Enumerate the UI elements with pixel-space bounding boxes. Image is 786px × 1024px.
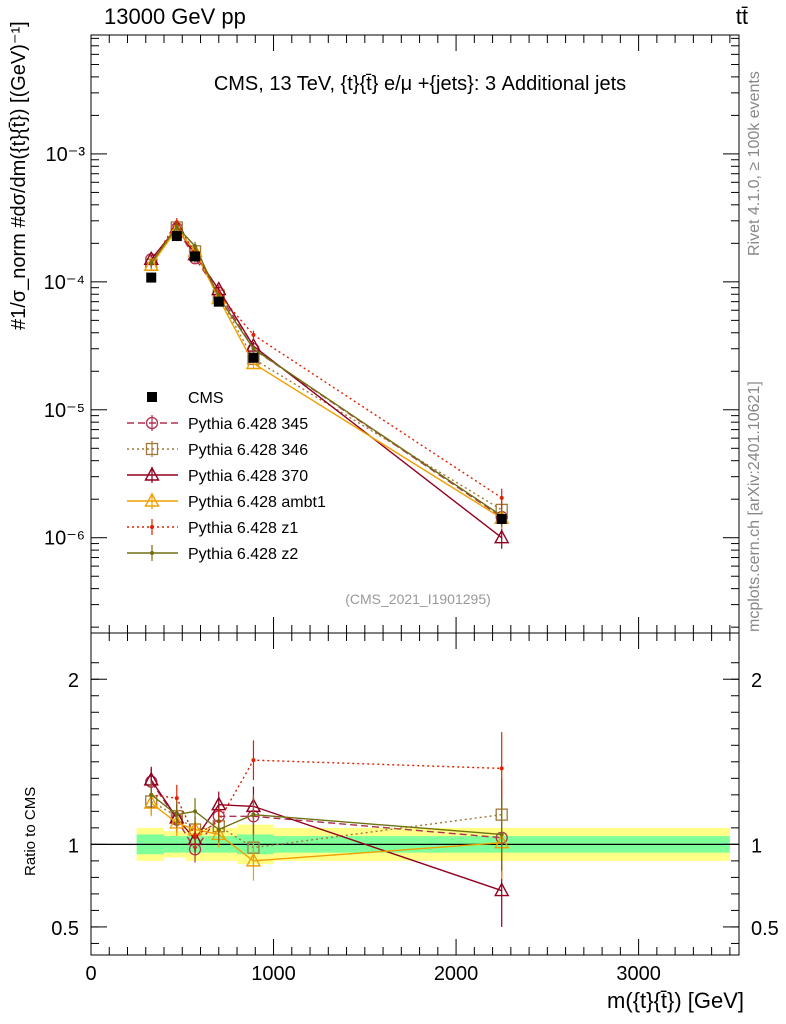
- series-cms: [146, 231, 507, 525]
- x-tick-label: 1000: [251, 963, 296, 985]
- ratio-y-tick-label: 0.5: [51, 918, 79, 940]
- data-point: [149, 261, 154, 266]
- ratio-series-pythia-6-428-z1: [149, 732, 504, 850]
- ratio-data-point: [174, 796, 179, 801]
- x-tick-label: 2000: [434, 963, 479, 985]
- main-plot-border: [90, 34, 740, 634]
- main-y-tick-label: 10⁻⁶: [44, 528, 85, 550]
- legend-marker: [144, 492, 160, 507]
- legend-label: Pythia 6.428 370: [188, 468, 308, 485]
- legend-label: Pythia 6.428 z1: [188, 520, 298, 537]
- ratio-data-point: [143, 794, 159, 809]
- ratio-series-pythia-6-428-z2: [149, 781, 504, 871]
- ratio-data-point: [499, 832, 504, 837]
- legend-marker: [147, 392, 157, 402]
- legend-label: Pythia 6.428 ambt1: [188, 494, 326, 511]
- data-point: [251, 332, 256, 337]
- cms-data-point: [496, 514, 507, 525]
- legend-marker: [150, 551, 154, 555]
- x-tick-label: 0: [85, 963, 96, 985]
- data-point: [494, 529, 510, 544]
- ratio-data-point: [193, 834, 198, 839]
- ratio-series-line: [150, 794, 502, 836]
- ratio-series-line: [150, 781, 502, 851]
- main-y-tick-label: 10⁻⁵: [44, 400, 85, 422]
- header-process-label: 13000 GeV pp: [104, 4, 246, 29]
- legend-label: Pythia 6.428 345: [188, 416, 308, 433]
- series-line: [150, 226, 503, 539]
- ratio-y-tick-label-right: 0.5: [751, 918, 779, 940]
- ratio-plot-frame: 0.5 0.5 1 1 2 2 0 1000 2000 3000: [51, 632, 779, 985]
- legend-label: Pythia 6.428 346: [188, 442, 308, 459]
- ratio-data-point: [499, 766, 504, 771]
- cms-data-point: [248, 352, 259, 363]
- legend-marker: [144, 466, 160, 481]
- data-point: [499, 495, 504, 500]
- ratio-data-point: [245, 852, 262, 867]
- plot-title: CMS, 13 TeV, {t}{t̄} e/μ +{jets}: 3 Addi…: [214, 73, 626, 95]
- ratio-y-tick-label: 1: [68, 835, 79, 857]
- x-axis-label: m({t}{t̄}) [GeV]: [607, 988, 744, 1013]
- series-line: [150, 220, 503, 499]
- legend-label: CMS: [188, 390, 224, 407]
- ratio-data-point: [174, 812, 179, 817]
- data-point: [251, 346, 256, 351]
- ratio-y-tick-label: 2: [68, 670, 79, 692]
- cms-data-point: [213, 296, 224, 307]
- ratio-data-point: [216, 827, 221, 832]
- legend-marker: [145, 442, 159, 456]
- ratio-data-point: [494, 882, 510, 897]
- cms-data-point: [190, 251, 201, 262]
- ratio-data-point: [149, 792, 154, 797]
- ratio-y-tick-label-right: 1: [751, 835, 762, 857]
- main-plot-frame: 10⁻⁶ 10⁻⁵ 10⁻⁴ 10⁻³: [44, 34, 740, 634]
- data-point: [143, 256, 159, 271]
- analysis-id-watermark: (CMS_2021_I1901295): [345, 591, 491, 607]
- ratio-data-point: [251, 758, 256, 763]
- header-final-state-label: tt̄: [735, 4, 748, 29]
- x-tick-label: 3000: [616, 963, 661, 985]
- main-y-tick-label: 10⁻⁴: [44, 272, 85, 294]
- ratio-y-tick-label-right: 2: [751, 670, 762, 692]
- legend-marker: [150, 525, 154, 529]
- data-point: [174, 220, 179, 225]
- ratio-data-point: [169, 814, 185, 829]
- legend-label: Pythia 6.428 z2: [188, 546, 298, 563]
- cms-data-point: [146, 272, 157, 283]
- ratio-data-point: [193, 809, 198, 814]
- data-point: [174, 224, 179, 229]
- main-y-tick-label: 10⁻³: [46, 144, 86, 166]
- data-point: [193, 244, 198, 249]
- legend-marker: [145, 416, 159, 430]
- ratio-series-line: [150, 802, 502, 862]
- ratio-plot-border: [90, 632, 740, 956]
- ratio-series-line: [151, 759, 502, 838]
- cms-data-point: [171, 231, 182, 242]
- legend: CMS Pythia 6.428 345 Pythia 6.428 346 Pythi…: [127, 390, 326, 563]
- ratio-data-point: [251, 812, 256, 817]
